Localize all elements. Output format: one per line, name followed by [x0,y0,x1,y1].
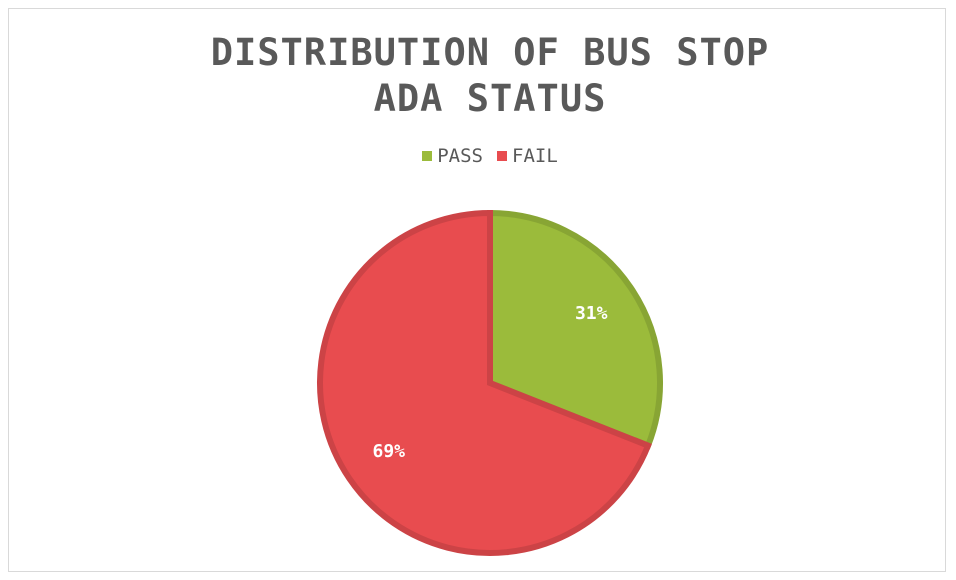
chart-frame [8,8,946,572]
legend-swatch [497,151,507,161]
pie-slice [487,209,663,450]
legend-swatch [422,151,433,161]
legend-item: FAIL [497,145,558,167]
legend-label: PASS [437,145,483,167]
data-label: 31% [575,303,608,324]
pie-slice [317,209,652,556]
legend: PASS FAIL [0,145,956,167]
legend-label: FAIL [512,145,558,167]
data-label: 69% [373,441,406,462]
chart-title: DISTRIBUTION OF BUS STOP ADA STATUS [210,31,770,120]
legend-item: PASS [422,145,483,167]
